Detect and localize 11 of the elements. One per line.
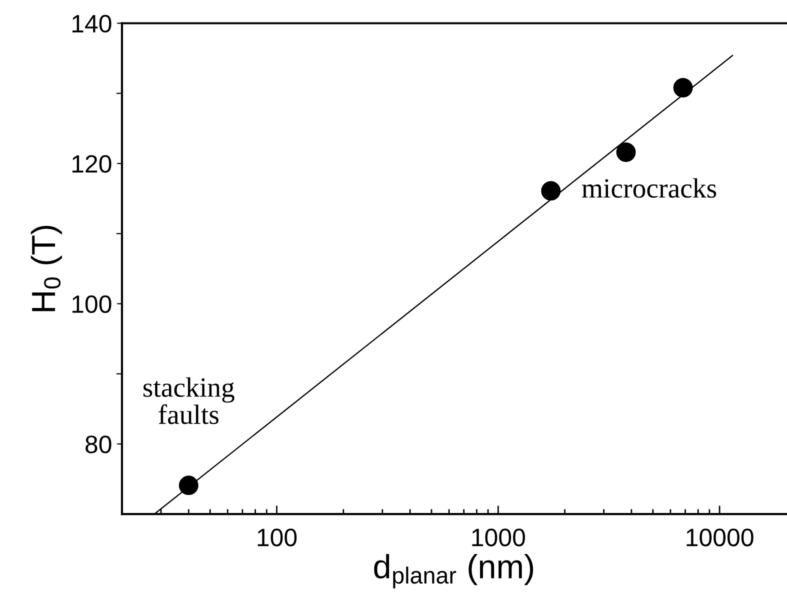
x-axis-title: d$_{planar}$ (nm)	[374, 554, 534, 588]
x-tick-label: 100	[258, 528, 297, 546]
y-tick-label: 100	[72, 295, 112, 314]
y-tick-label: 80	[86, 436, 112, 454]
annotation: stacking faults	[143, 377, 234, 424]
y-tick-label: 120	[72, 155, 112, 173]
y-axis-title: H$_{0}$ (T)	[30, 226, 62, 312]
x-tick-label: 1000	[472, 528, 525, 546]
annotation: microcracks	[582, 178, 716, 198]
x-tick-label: 10000	[686, 528, 754, 546]
y-tick-label: 140	[72, 14, 112, 33]
